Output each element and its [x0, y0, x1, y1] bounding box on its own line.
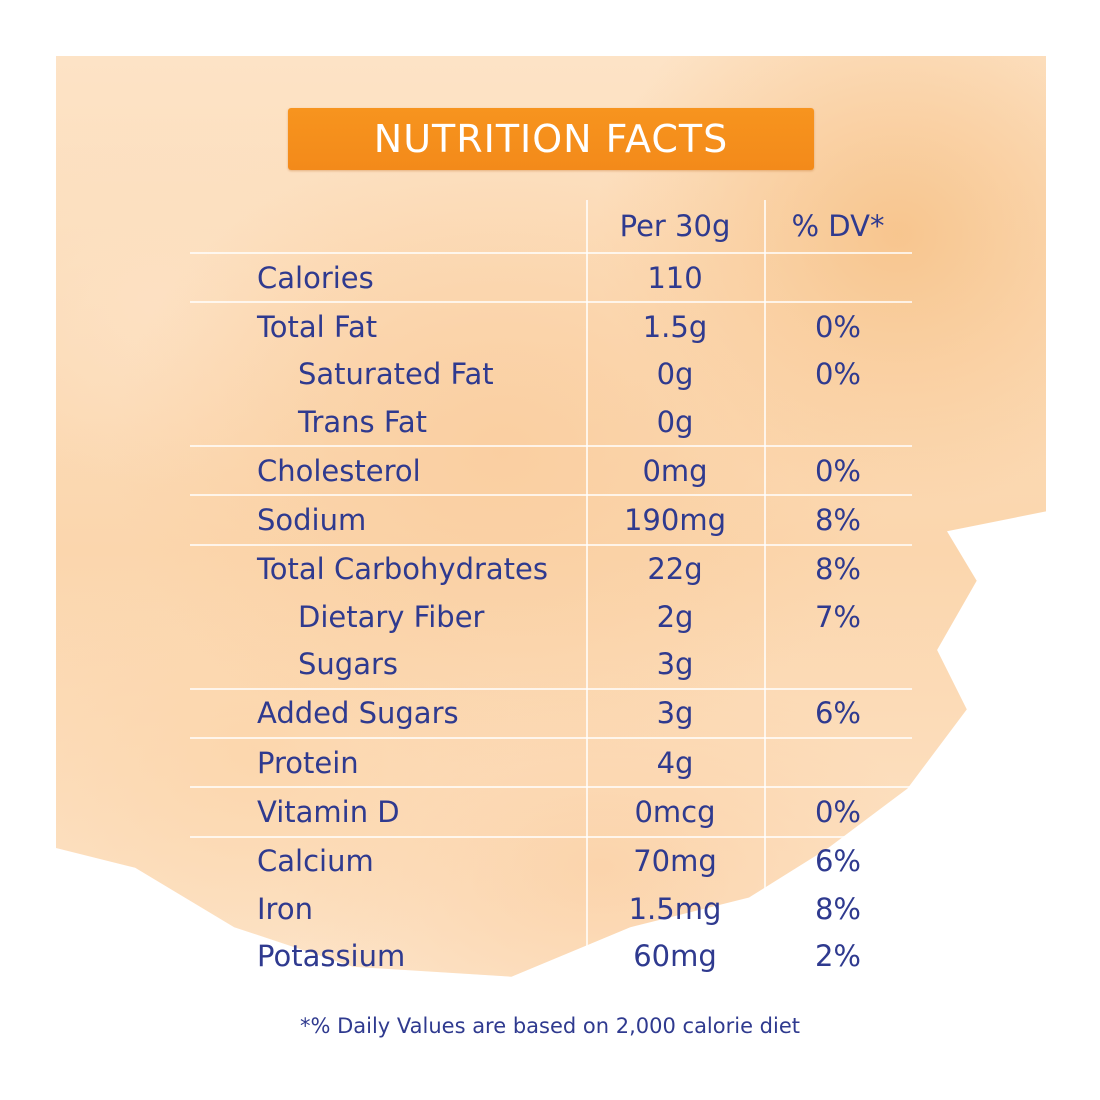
nutrient-dv: 6%	[814, 696, 861, 731]
nutrient-amount: 22g	[647, 552, 703, 587]
nutrient-dv: 0%	[814, 309, 861, 344]
table-row: Calcium 70mg 6%	[190, 835, 912, 885]
nutrient-dv: 2%	[814, 938, 861, 973]
table-row: Dietary Fiber 2g 7%	[190, 593, 912, 640]
nutrient-dv: 0%	[814, 794, 861, 829]
nutrient-amount: 70mg	[633, 844, 717, 879]
nutrient-label: Potassium	[257, 938, 406, 973]
nutrient-amount: 2g	[656, 599, 694, 634]
table-row: Calories 110	[190, 252, 912, 301]
footnote: *% Daily Values are based on 2,000 calor…	[299, 1014, 801, 1038]
column-divider-amount	[586, 200, 588, 960]
nutrient-label: Sugars	[298, 647, 398, 682]
nutrient-label: Iron	[257, 891, 313, 926]
nutrient-label: Calories	[257, 260, 374, 295]
table-row: Protein 4g	[190, 736, 912, 786]
nutrient-dv: 0%	[814, 357, 861, 392]
nutrient-label: Dietary Fiber	[298, 599, 485, 634]
table-row: Saturated Fat 0g 0%	[190, 351, 912, 398]
nutrient-amount: 1.5mg	[628, 891, 722, 926]
table-row: Trans Fat 0g	[190, 398, 912, 445]
nutrient-label: Saturated Fat	[298, 357, 494, 392]
nutrient-amount: 0mg	[642, 453, 708, 488]
title-banner: NUTRITION FACTS	[288, 108, 814, 170]
nutrient-amount: 1.5g	[642, 309, 708, 344]
nutrient-amount: 0mcg	[634, 794, 716, 829]
nutrient-amount: 60mg	[633, 938, 717, 973]
page-title: NUTRITION FACTS	[373, 117, 729, 161]
nutrient-dv: 8%	[814, 891, 861, 926]
table-row: Total Fat 1.5g 0%	[190, 301, 912, 350]
table-row: Iron 1.5mg 8%	[190, 885, 912, 932]
column-divider-dv	[764, 200, 766, 960]
nutrient-amount: 3g	[656, 647, 694, 682]
nutrient-label: Vitamin D	[257, 794, 400, 829]
nutrient-amount: 110	[647, 260, 703, 295]
nutrient-amount: 0g	[656, 404, 694, 439]
nutrient-label: Trans Fat	[298, 404, 428, 439]
nutrient-amount: 0g	[656, 357, 694, 392]
nutrient-amount: 3g	[656, 696, 694, 731]
table-row: Sugars 3g	[190, 640, 912, 687]
nutrient-label: Sodium	[257, 503, 367, 538]
table-row: Sodium 190mg 8%	[190, 494, 912, 543]
nutrient-label: Total Fat	[257, 309, 378, 344]
nutrient-label: Added Sugars	[257, 696, 459, 731]
nutrient-dv: 0%	[814, 453, 861, 488]
nutrient-label: Protein	[257, 745, 359, 780]
table-row: Added Sugars 3g 6%	[190, 687, 912, 737]
nutrient-amount: 190mg	[623, 503, 726, 538]
nutrient-dv: 8%	[814, 503, 861, 538]
nutrient-dv: 8%	[814, 552, 861, 587]
nutrition-table: Per 30g % DV* Calories 110 Total Fat 1.5g 0%…	[190, 200, 912, 979]
nutrient-dv: 6%	[814, 844, 861, 879]
nutrient-dv: 7%	[814, 599, 861, 634]
nutrient-label: Cholesterol	[257, 453, 421, 488]
nutrient-label: Calcium	[257, 844, 374, 879]
table-row: Potassium 60mg 2%	[190, 932, 912, 979]
table-row: Vitamin D 0mcg 0%	[190, 786, 912, 835]
header-amount: Per 30g	[619, 209, 731, 243]
nutrient-label: Total Carbohydrates	[257, 552, 549, 587]
nutrient-amount: 4g	[656, 745, 694, 780]
header-dv: % DV*	[791, 209, 885, 243]
table-header-row: Per 30g % DV*	[190, 200, 912, 252]
table-row: Cholesterol 0mg 0%	[190, 445, 912, 494]
table-row: Total Carbohydrates 22g 8%	[190, 543, 912, 593]
